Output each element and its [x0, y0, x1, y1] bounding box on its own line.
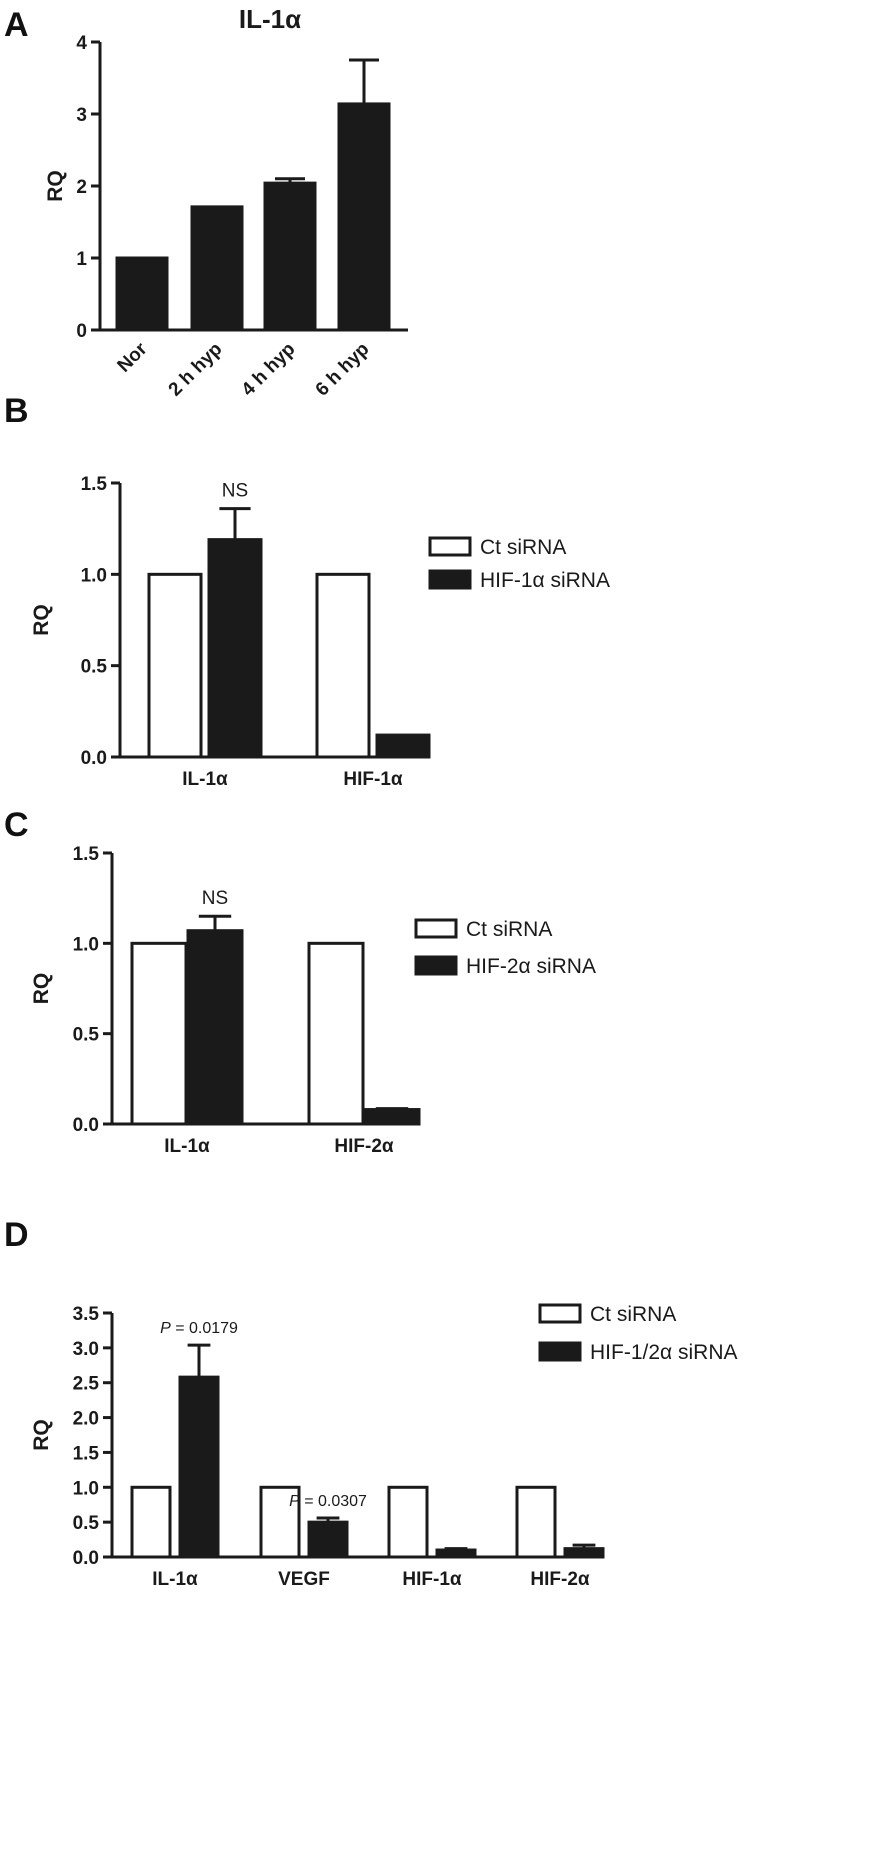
chart-d-category-label: IL-1α [152, 1569, 198, 1590]
panel-label-c: C [4, 806, 29, 844]
chart-d-annotation: P = 0.0307 [289, 1493, 367, 1510]
chart-b-bar [375, 733, 431, 759]
chart-b-y-tick-label: 1.0 [81, 565, 107, 586]
chart-d-y-axis-label: RQ [30, 1419, 53, 1451]
chart-c-legend-label: Ct siRNA [466, 918, 552, 941]
chart-a-bar [263, 181, 317, 332]
chart-a-y-tick-label: 3 [76, 105, 87, 126]
chart-a-y-tick-label: 0 [76, 321, 87, 342]
chart-b-legend-swatch [428, 569, 472, 590]
chart-b-bar [147, 572, 203, 759]
panel-label-d: D [4, 1216, 29, 1254]
chart-d-bar [515, 1485, 557, 1559]
chart-b-legend-label: Ct siRNA [480, 536, 566, 559]
chart-a-y-tick-label: 4 [76, 33, 87, 54]
chart-d-y-tick-label: 0.0 [73, 1548, 99, 1569]
chart-c-y-tick-label: 0.5 [73, 1025, 100, 1046]
chart-d-y-tick-label: 3.0 [73, 1339, 99, 1360]
chart-b-y-axis-label: RQ [30, 604, 53, 636]
chart-b-bar [315, 572, 371, 759]
chart-b-category-label: IL-1α [182, 769, 228, 790]
chart-c-category-label: HIF-2α [334, 1136, 394, 1157]
chart-d-annotation: P = 0.0179 [160, 1320, 238, 1337]
chart-d-legend-label: HIF-1/2α siRNA [590, 1341, 738, 1364]
chart-c-bar [186, 929, 244, 1126]
chart-d-bar [178, 1375, 220, 1559]
chart-a-title: IL-1α [239, 4, 301, 34]
chart-d-legend-swatch [538, 1303, 582, 1324]
chart-b-category-label: HIF-1α [343, 769, 403, 790]
chart-c-y-tick-label: 1.0 [73, 934, 99, 955]
chart-c-y-tick-label: 0.0 [73, 1115, 99, 1136]
chart-c-y-tick-label: 1.5 [73, 844, 100, 865]
chart-d-y-tick-label: 1.0 [73, 1478, 99, 1499]
chart-b-legend-label: HIF-1α siRNA [480, 569, 610, 592]
chart-c-annotation: NS [202, 888, 228, 909]
chart-d-bar [130, 1485, 172, 1559]
chart-a-bar [115, 256, 169, 332]
chart-c-legend-swatch [414, 955, 458, 976]
chart-d-bar [259, 1485, 301, 1559]
chart-d-category-label: HIF-1α [402, 1569, 462, 1590]
chart-d-y-tick-label: 3.5 [73, 1304, 100, 1325]
chart-d-legend-label: Ct siRNA [590, 1303, 676, 1326]
panel-label-a: A [4, 6, 29, 44]
chart-d-category-label: HIF-2α [530, 1569, 590, 1590]
chart-c-y-axis-label: RQ [30, 973, 53, 1005]
chart-d-y-tick-label: 2.0 [73, 1409, 99, 1430]
chart-a-bar [337, 102, 391, 332]
chart-b-annotation: NS [222, 481, 248, 502]
chart-d-bar [307, 1520, 349, 1559]
chart-a-y-axis-label: RQ [44, 170, 67, 202]
chart-a-y-tick-label: 2 [76, 177, 87, 198]
chart-b-bar [207, 538, 263, 759]
chart-a-bar [190, 205, 244, 332]
chart-b-legend-swatch [428, 536, 472, 557]
chart-c-bar [307, 941, 365, 1126]
panel-label-b: B [4, 392, 29, 430]
chart-c-bar [363, 1108, 421, 1126]
chart-d-y-tick-label: 0.5 [73, 1513, 100, 1534]
chart-d-bar [435, 1548, 477, 1559]
chart-a-y-tick-label: 1 [76, 249, 87, 270]
chart-panel-a: IL-1α 0 1 2 3 4 RQ Nor 2 h hyp 4 h hyp 6 h hyp [0, 0, 892, 401]
chart-d-y-tick-label: 1.5 [73, 1443, 100, 1464]
chart-d-category-label: VEGF [278, 1569, 330, 1590]
chart-c-category-label: IL-1α [164, 1136, 210, 1157]
chart-c-legend-label: HIF-2α siRNA [466, 955, 596, 978]
chart-b-y-tick-label: 1.5 [81, 474, 108, 495]
chart-b-y-tick-label: 0.5 [81, 657, 108, 678]
chart-d-bar [563, 1547, 605, 1559]
chart-d-legend-swatch [538, 1341, 582, 1362]
chart-d-y-tick-label: 2.5 [73, 1374, 100, 1395]
chart-d-bar [387, 1485, 429, 1559]
chart-b-y-tick-label: 0.0 [81, 748, 107, 769]
chart-c-legend-swatch [414, 918, 458, 939]
chart-c-bar [130, 941, 188, 1126]
